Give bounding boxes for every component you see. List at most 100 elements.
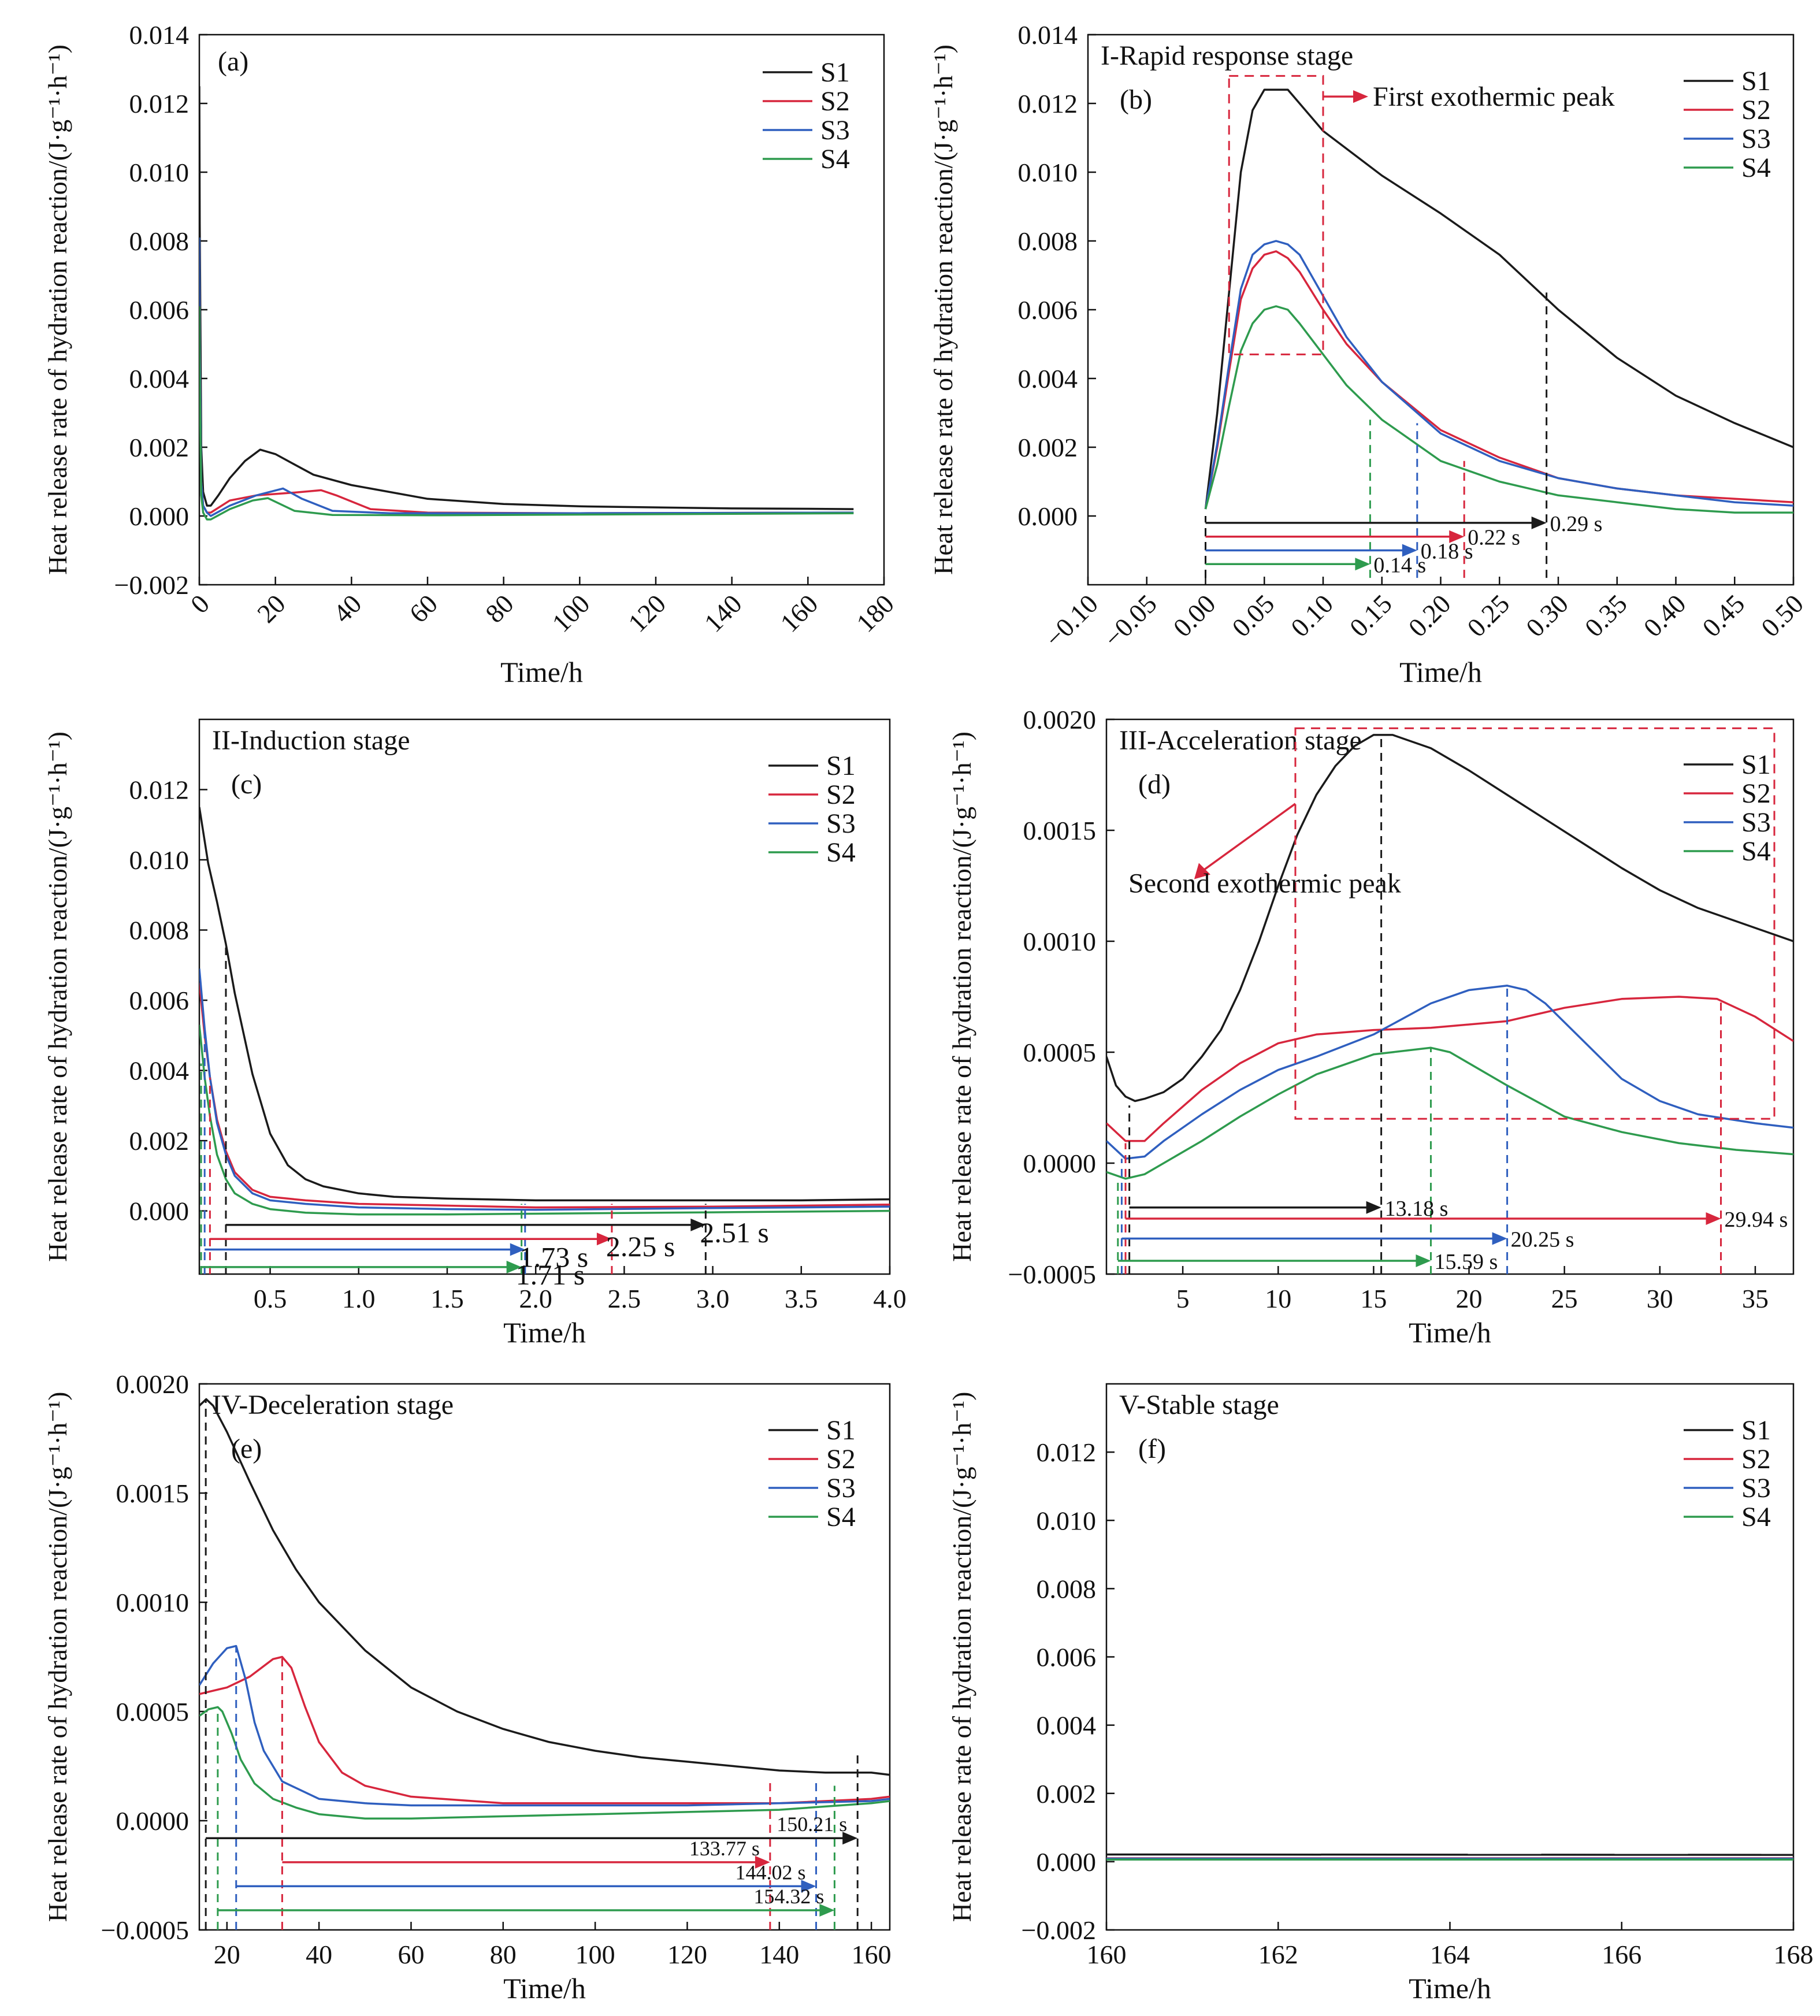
duration-label-s1: 150.21 s <box>777 1813 847 1836</box>
x-tick-label: 3.5 <box>785 1284 818 1313</box>
arrow-head-s4 <box>506 1260 522 1274</box>
x-tick-label: 0.00 <box>1168 589 1221 643</box>
panel-label: (a) <box>218 46 248 77</box>
x-tick-label: 120 <box>667 1940 707 1969</box>
y-tick-label: −0.002 <box>1022 1915 1096 1945</box>
y-tick-label: 0.0015 <box>1023 816 1097 845</box>
x-tick-label: 100 <box>575 1940 615 1969</box>
annotation-second-peak: Second exothermic peak <box>1128 868 1401 899</box>
legend-label-s1: S1 <box>1741 749 1771 780</box>
y-tick-label: 0.0020 <box>116 1369 190 1399</box>
y-tick-label: 0.004 <box>1037 1711 1097 1740</box>
highlight-box <box>1294 727 1776 1120</box>
y-tick-label: 0.008 <box>1037 1574 1097 1603</box>
x-tick-label: 0 <box>185 589 215 619</box>
legend-label-s4: S4 <box>820 144 850 175</box>
series-line-s4 <box>1204 305 1793 514</box>
y-tick-label: 0.006 <box>129 295 190 325</box>
series-group <box>199 807 890 1216</box>
panel-c: 0.000 0.002 0.004 0.006 0.008 0.010 0.012 0.5 1.… <box>43 718 907 1349</box>
duration-label-s2: 2.25 s <box>606 1230 675 1263</box>
legend-label-s4: S4 <box>826 837 856 868</box>
duration-label-s2: 133.77 s <box>689 1837 760 1860</box>
arrow-head-s3 <box>1402 544 1417 557</box>
annotation-arrow-line <box>1201 803 1297 872</box>
plot-frame <box>198 34 885 586</box>
y-tick-label: 0.002 <box>1037 1779 1097 1809</box>
marker-group <box>1205 292 1548 578</box>
y-tick-label: 0.000 <box>129 502 190 531</box>
duration-label-s3: 144.02 s <box>736 1861 806 1884</box>
stage-title: I-Rapid response stage <box>1101 40 1353 71</box>
series-group <box>199 1398 890 1820</box>
duration-label-s2: 29.94 s <box>1724 1208 1788 1232</box>
y-axis-label: Heat release rate of hydration reaction/… <box>947 1392 976 1922</box>
y-tick-label: 0.014 <box>129 20 190 50</box>
x-tick-label: 162 <box>1258 1940 1298 1969</box>
series-line-s1 <box>1204 88 1793 510</box>
x-tick-label: 0.15 <box>1344 589 1398 643</box>
duration-label-s1: 0.29 s <box>1550 512 1603 536</box>
x-tick-label: 160 <box>1087 1940 1127 1969</box>
x-tick-label: 0.30 <box>1520 589 1574 643</box>
series-line-s1 <box>1106 734 1793 1102</box>
x-tick-label: 168 <box>1774 1940 1814 1969</box>
series-line-s2 <box>199 982 890 1209</box>
duration-label-s3: 1.73 s <box>519 1241 588 1273</box>
x-tick-label: 80 <box>480 589 519 629</box>
y-tick-label: 0.010 <box>129 845 190 875</box>
x-tick-label: 166 <box>1602 1940 1641 1969</box>
series-group <box>1106 1853 1793 1861</box>
arrow-head-s3 <box>510 1243 525 1256</box>
legend-label-s3: S3 <box>1741 807 1771 838</box>
legend-label-s4: S4 <box>1741 836 1771 867</box>
plot-frame <box>1105 1383 1795 1931</box>
arrow-head-s1 <box>842 1832 858 1845</box>
x-tick-label: 1.5 <box>430 1284 464 1313</box>
arrow-head-s1 <box>1366 1201 1381 1214</box>
legend-label-s1: S1 <box>1741 66 1771 96</box>
annotation-arrow-head <box>1194 863 1210 879</box>
y-tick-label: −0.0005 <box>1008 1260 1096 1289</box>
x-tick-label: 100 <box>547 589 596 638</box>
legend-label-s1: S1 <box>1741 1415 1771 1446</box>
y-tick-label: 0.0000 <box>116 1806 190 1836</box>
x-tick-label: 140 <box>759 1940 799 1969</box>
x-tick-label: 1.0 <box>342 1284 376 1313</box>
legend-label-s3: S3 <box>1741 124 1771 154</box>
y-tick-label: 0.000 <box>1037 1847 1097 1877</box>
y-axis-label: Heat release rate of hydration reaction/… <box>43 732 72 1262</box>
x-tick-label: 3.0 <box>696 1284 730 1313</box>
x-tick-label: 25 <box>1551 1284 1578 1313</box>
panel-f: −0.002 0.000 0.002 0.004 0.006 0.008 0.010 0.01… <box>947 1383 1814 2004</box>
x-tick-label: 2.5 <box>608 1284 641 1313</box>
stage-title: II-Induction stage <box>212 725 410 756</box>
x-tick-label: 60 <box>403 589 443 629</box>
duration-label-s4: 0.14 s <box>1373 553 1426 577</box>
panel-label: (b) <box>1120 84 1152 115</box>
arrow-head-s4 <box>819 1903 835 1917</box>
x-tick-label: 30 <box>1647 1284 1673 1313</box>
legend-label-s2: S2 <box>1741 95 1771 125</box>
marker-group <box>205 1399 859 1930</box>
y-tick-label: 0.008 <box>129 227 190 256</box>
annotation-arrow-head <box>1353 90 1368 103</box>
series-line-s4 <box>199 306 854 521</box>
x-tick-label: 0.20 <box>1403 589 1457 643</box>
y-tick-label: 0.0020 <box>1023 705 1097 734</box>
series-line-s3 <box>1204 240 1793 510</box>
x-tick-label: 20 <box>251 589 291 629</box>
duration-label-s1: 2.51 s <box>700 1216 768 1249</box>
x-tick-label: 20 <box>214 1940 240 1969</box>
highlight-box <box>1228 75 1324 355</box>
panel-label: (d) <box>1138 769 1171 800</box>
y-tick-label: −0.002 <box>114 570 189 600</box>
legend-label-s4: S4 <box>1741 153 1771 183</box>
legend-label-s2: S2 <box>1741 1444 1771 1475</box>
y-tick-label: 0.012 <box>1037 1438 1097 1467</box>
series-line-s3 <box>199 237 854 517</box>
arrow-head-s2 <box>1706 1212 1721 1225</box>
x-tick-label: 5 <box>1176 1284 1190 1313</box>
x-tick-label: 180 <box>850 589 900 638</box>
